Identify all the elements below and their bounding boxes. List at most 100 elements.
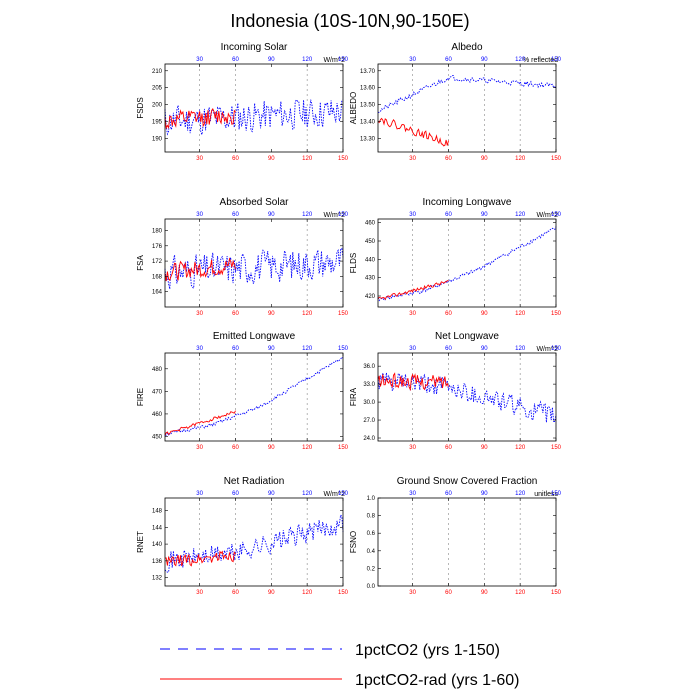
bottom-tick-label-fsa-1: 60 bbox=[232, 311, 239, 317]
ylabel-rnet: RNET bbox=[136, 531, 145, 553]
panel-rnet: Net Radiation W/m^2 132 136 140 144 148 RNET 30 3… bbox=[136, 476, 349, 596]
ytick-label-fsno-4: 0.8 bbox=[367, 514, 376, 520]
top-tick-label-fsa-2: 90 bbox=[268, 212, 275, 218]
bottom-tick-label-flds-0: 30 bbox=[409, 311, 416, 317]
panel-fire: Emitted Longwave 450 460 470 480 FIRE 30 30 60 60… bbox=[136, 331, 349, 451]
top-tick-label-fsno-0: 30 bbox=[409, 491, 416, 497]
ytick-label-fsds-1: 195 bbox=[152, 120, 163, 126]
ytick-label-fira-2: 30.0 bbox=[363, 400, 375, 406]
panel-title-rnet: Net Radiation bbox=[224, 476, 285, 487]
bottom-tick-label-fsds-1: 60 bbox=[232, 156, 239, 162]
bottom-tick-label-fsds-4: 150 bbox=[338, 156, 349, 162]
units-label-fsds: W/m^2 bbox=[323, 57, 345, 64]
panel-title-fsno: Ground Snow Covered Fraction bbox=[397, 476, 538, 487]
top-tick-label-flds-2: 90 bbox=[481, 212, 488, 218]
top-tick-label-fira-2: 90 bbox=[481, 346, 488, 352]
top-tick-label-fira-3: 120 bbox=[515, 346, 526, 352]
bottom-tick-label-flds-2: 90 bbox=[481, 311, 488, 317]
bottom-tick-label-rnet-2: 90 bbox=[268, 590, 275, 596]
bottom-tick-label-flds-3: 120 bbox=[515, 311, 526, 317]
top-tick-label-fsno-4: 150 bbox=[551, 491, 562, 497]
ylabel-fire: FIRE bbox=[136, 388, 145, 406]
top-tick-label-rnet-2: 90 bbox=[268, 491, 275, 497]
bottom-tick-label-fsno-1: 60 bbox=[445, 590, 452, 596]
top-tick-label-fira-0: 30 bbox=[409, 346, 416, 352]
series-line-rnet-1pctco2-rad bbox=[165, 550, 236, 567]
bottom-tick-label-fsa-3: 120 bbox=[302, 311, 313, 317]
top-tick-label-fsno-3: 120 bbox=[515, 491, 526, 497]
bottom-tick-label-fira-4: 150 bbox=[551, 445, 562, 451]
panel-title-albedo: Albedo bbox=[451, 42, 483, 53]
bottom-tick-label-fsno-0: 30 bbox=[409, 590, 416, 596]
top-tick-label-rnet-0: 30 bbox=[196, 491, 203, 497]
ylabel-albedo: ALBEDO bbox=[349, 92, 358, 124]
series-line-fire-1pctco2-rad bbox=[164, 410, 236, 436]
top-tick-label-albedo-3: 120 bbox=[515, 57, 526, 63]
top-tick-label-fsno-1: 60 bbox=[445, 491, 452, 497]
panel-albedo: Albedo % reflected 13.30 13.40 13.50 13.60 13.… bbox=[349, 42, 562, 162]
units-label-flds: W/m^2 bbox=[536, 212, 558, 219]
top-tick-label-fsds-4: 150 bbox=[338, 57, 349, 63]
bottom-tick-label-albedo-3: 120 bbox=[515, 156, 526, 162]
figure-title: Indonesia (10S-10N,90-150E) bbox=[230, 11, 469, 31]
ytick-label-fsds-3: 205 bbox=[152, 86, 163, 92]
ytick-label-fire-1: 460 bbox=[152, 412, 163, 418]
bottom-tick-label-fira-0: 30 bbox=[409, 445, 416, 451]
ytick-label-fsa-2: 172 bbox=[152, 259, 163, 265]
ylabel-fira: FIRA bbox=[349, 387, 358, 406]
ytick-label-albedo-4: 13.70 bbox=[360, 69, 376, 75]
ytick-label-albedo-1: 13.40 bbox=[360, 120, 376, 126]
ytick-label-fsa-4: 180 bbox=[152, 228, 163, 234]
top-tick-label-fsa-3: 120 bbox=[302, 212, 313, 218]
top-tick-label-rnet-4: 150 bbox=[338, 491, 349, 497]
top-tick-label-flds-1: 60 bbox=[445, 212, 452, 218]
top-tick-label-fsno-2: 90 bbox=[481, 491, 488, 497]
top-tick-label-fira-4: 150 bbox=[551, 346, 562, 352]
panel-fira: Net Longwave W/m^2 24.0 27.0 30.0 33.0 36.0 FIR… bbox=[349, 331, 562, 451]
top-tick-label-fsa-1: 60 bbox=[232, 212, 239, 218]
top-tick-label-rnet-3: 120 bbox=[302, 491, 313, 497]
ytick-label-rnet-1: 136 bbox=[152, 559, 163, 565]
ytick-label-rnet-0: 132 bbox=[152, 576, 163, 582]
top-tick-label-fire-2: 90 bbox=[268, 346, 275, 352]
bottom-tick-label-fsds-3: 120 bbox=[302, 156, 313, 162]
top-tick-label-albedo-2: 90 bbox=[481, 57, 488, 63]
bottom-tick-label-fsa-2: 90 bbox=[268, 311, 275, 317]
ytick-label-flds-3: 450 bbox=[365, 239, 376, 245]
series-line-fsds-1pctco2-rad bbox=[164, 108, 236, 130]
ytick-label-fsno-2: 0.4 bbox=[367, 549, 376, 555]
bottom-tick-label-fira-1: 60 bbox=[445, 445, 452, 451]
top-tick-label-rnet-1: 60 bbox=[232, 491, 239, 497]
plot-frame-rnet bbox=[164, 497, 344, 587]
plot-frame-fsa bbox=[164, 218, 344, 308]
plot-frame-fsds bbox=[164, 63, 344, 153]
panel-fsa: Absorbed Solar W/m^2 164 168 172 176 180 FSA 30 3… bbox=[136, 197, 349, 317]
bottom-tick-label-fsa-4: 150 bbox=[338, 311, 349, 317]
ytick-label-fsno-3: 0.6 bbox=[367, 531, 376, 537]
panel-title-flds: Incoming Longwave bbox=[423, 197, 512, 208]
top-tick-label-fsa-0: 30 bbox=[196, 212, 203, 218]
ylabel-fsno: FSNO bbox=[349, 531, 358, 553]
bottom-tick-label-fire-4: 150 bbox=[338, 445, 349, 451]
plot-frame-fira bbox=[377, 352, 557, 442]
series-line-fsa-1pctco2-rad bbox=[164, 257, 236, 282]
panel-title-fsa: Absorbed Solar bbox=[220, 197, 290, 208]
legend-label-1pctco2: 1pctCO2 (yrs 1-150) bbox=[355, 642, 500, 659]
panel-flds: Incoming Longwave W/m^2 420 430 440 450 460 FLD… bbox=[349, 197, 562, 317]
ytick-label-flds-1: 430 bbox=[365, 276, 376, 282]
ytick-label-fsno-1: 0.2 bbox=[367, 566, 376, 572]
top-tick-label-fsds-0: 30 bbox=[196, 57, 203, 63]
bottom-tick-label-fire-2: 90 bbox=[268, 445, 275, 451]
top-tick-label-fire-4: 150 bbox=[338, 346, 349, 352]
ylabel-fsa: FSA bbox=[136, 255, 145, 271]
top-tick-label-fsa-4: 150 bbox=[338, 212, 349, 218]
bottom-tick-label-fsds-0: 30 bbox=[196, 156, 203, 162]
series-line-fira-1pctco2 bbox=[377, 372, 557, 423]
bottom-tick-label-flds-1: 60 bbox=[445, 311, 452, 317]
ytick-label-flds-0: 420 bbox=[365, 294, 376, 300]
bottom-tick-label-albedo-2: 90 bbox=[481, 156, 488, 162]
bottom-tick-label-rnet-0: 30 bbox=[196, 590, 203, 596]
series-line-rnet-1pctco2 bbox=[164, 513, 344, 573]
ytick-label-fire-3: 480 bbox=[152, 367, 163, 373]
panel-title-fira: Net Longwave bbox=[435, 331, 499, 342]
